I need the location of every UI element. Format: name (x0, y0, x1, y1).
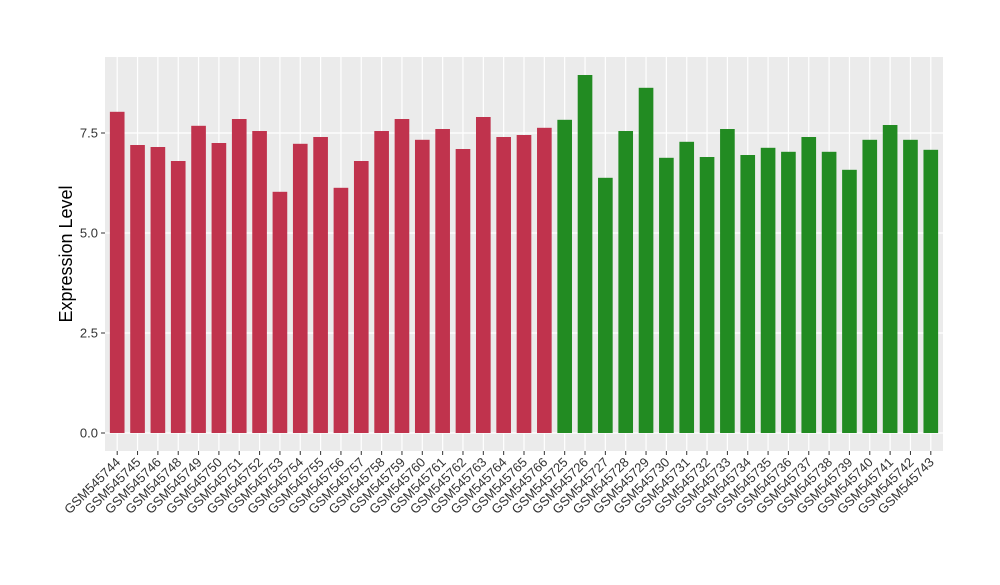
bar (618, 131, 634, 433)
bar (801, 137, 817, 433)
y-tick-label: 0.0 (80, 426, 98, 441)
bar (231, 119, 247, 433)
bar (760, 147, 776, 434)
bar (781, 151, 796, 434)
bar (333, 187, 349, 433)
bar (191, 125, 206, 434)
bar (150, 147, 166, 433)
bar (862, 139, 878, 434)
bar (272, 191, 288, 433)
bar (455, 149, 471, 433)
y-axis-label: Expression Level (56, 185, 76, 322)
bar (577, 75, 593, 433)
bar (414, 139, 430, 434)
bar (882, 125, 898, 433)
bar (109, 111, 125, 434)
bar (475, 117, 491, 433)
bar (394, 119, 410, 433)
bar (516, 135, 532, 433)
bar (435, 129, 450, 433)
bar (659, 157, 674, 434)
bar (923, 149, 939, 434)
bar (598, 177, 613, 433)
bar (699, 157, 715, 433)
bar (821, 151, 837, 434)
bar (903, 139, 918, 434)
bar (740, 155, 756, 433)
bar (679, 141, 695, 434)
bar (292, 143, 308, 434)
bar (211, 143, 227, 433)
bar (313, 137, 328, 433)
y-tick-label: 7.5 (80, 126, 98, 141)
y-tick-label: 2.5 (80, 326, 98, 341)
bar (496, 137, 511, 433)
bar (638, 87, 654, 434)
bar (170, 161, 186, 433)
bar (353, 161, 369, 433)
bar (720, 129, 735, 433)
bar (557, 119, 573, 434)
y-tick-label: 5.0 (80, 226, 98, 241)
bar (842, 169, 857, 434)
bar (537, 127, 552, 434)
bar (130, 145, 145, 433)
bar (374, 131, 389, 433)
bar (252, 131, 267, 433)
